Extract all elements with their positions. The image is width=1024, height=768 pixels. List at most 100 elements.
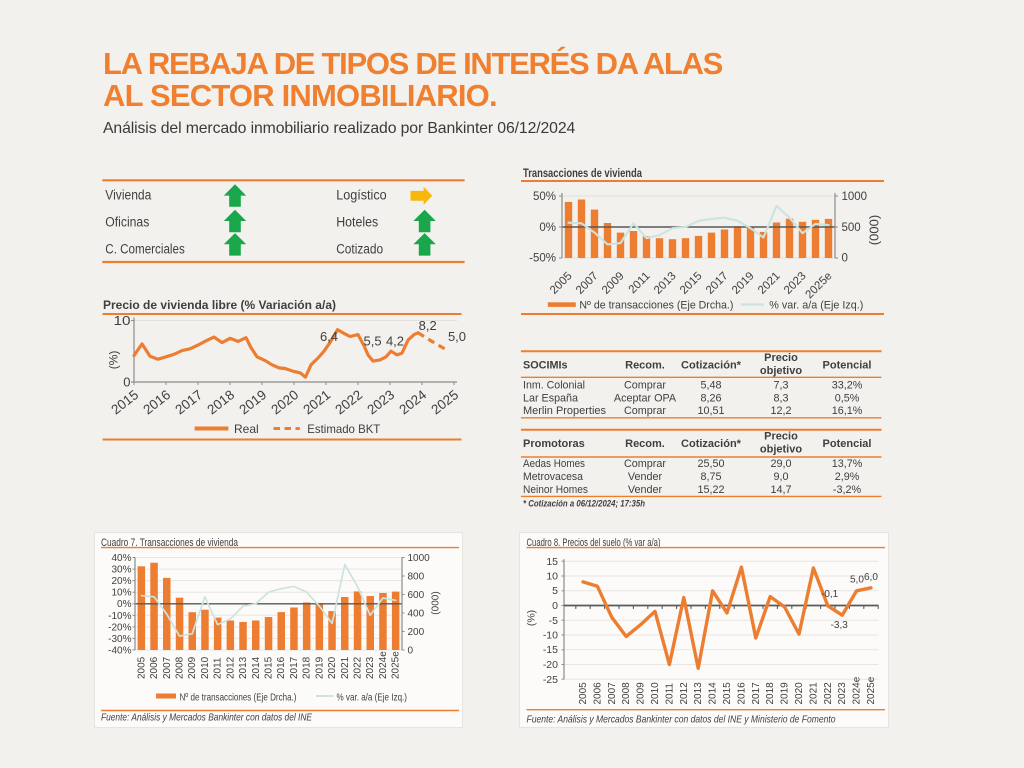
- svg-text:2019: 2019: [236, 387, 269, 417]
- svg-text:8,26: 8,26: [700, 392, 721, 404]
- svg-text:Potencial: Potencial: [823, 438, 872, 450]
- svg-text:Fuente: Análisis y Mercados Ba: Fuente: Análisis y Mercados Bankinter co…: [527, 714, 836, 726]
- svg-text:Merlin Properties: Merlin Properties: [523, 405, 607, 417]
- svg-text:2007: 2007: [162, 656, 173, 679]
- svg-text:2013: 2013: [238, 656, 249, 679]
- svg-text:12,2: 12,2: [770, 405, 791, 417]
- svg-text:* Cotización a 06/12/2024; 17:: * Cotización a 06/12/2024; 17:35h: [523, 499, 645, 510]
- svg-text:Transacciones de vivienda: Transacciones de vivienda: [523, 166, 642, 180]
- svg-text:30%: 30%: [111, 565, 131, 576]
- svg-text:9,0: 9,0: [773, 471, 788, 483]
- svg-text:10,51: 10,51: [697, 405, 724, 417]
- svg-text:Cuadro 7. Transacciones de viv: Cuadro 7. Transacciones de vivienda: [101, 537, 239, 549]
- svg-text:Aceptar OPA: Aceptar OPA: [614, 392, 677, 404]
- svg-text:-10: -10: [543, 630, 558, 642]
- svg-text:4,2: 4,2: [386, 334, 404, 349]
- svg-text:20%: 20%: [111, 576, 131, 587]
- svg-text:Cotización*: Cotización*: [681, 360, 742, 372]
- svg-text:2008: 2008: [621, 682, 632, 705]
- svg-text:600: 600: [408, 590, 425, 601]
- svg-text:-20: -20: [543, 659, 558, 671]
- svg-text:Precio: Precio: [764, 431, 798, 443]
- svg-text:Metrovacesa: Metrovacesa: [523, 471, 583, 483]
- svg-text:-15: -15: [543, 644, 558, 656]
- svg-text:Real: Real: [234, 422, 259, 436]
- svg-text:(000): (000): [867, 215, 882, 245]
- svg-text:-3,3: -3,3: [831, 620, 849, 631]
- svg-text:2022: 2022: [823, 682, 834, 705]
- svg-text:1000: 1000: [842, 191, 868, 203]
- svg-text:2010: 2010: [650, 682, 661, 705]
- svg-text:Inm. Colonial: Inm. Colonial: [523, 379, 585, 391]
- svg-text:40%: 40%: [111, 553, 131, 564]
- svg-text:Nº de transacciones (Eje Drcha: Nº de transacciones (Eje Drcha.): [180, 693, 297, 704]
- svg-text:Cotizado: Cotizado: [336, 242, 383, 257]
- svg-text:Cuadro 8. Precios del suelo (%: Cuadro 8. Precios del suelo (% var a/a): [527, 537, 661, 549]
- svg-text:5: 5: [552, 585, 558, 597]
- svg-text:2014: 2014: [251, 656, 262, 679]
- svg-text:objetivo: objetivo: [760, 365, 802, 377]
- svg-text:2025e: 2025e: [804, 270, 835, 301]
- svg-text:2017: 2017: [172, 387, 205, 417]
- svg-text:(%): (%): [526, 610, 538, 626]
- svg-text:2017: 2017: [289, 656, 300, 679]
- svg-text:2024e: 2024e: [378, 651, 389, 679]
- svg-text:objetivo: objetivo: [760, 444, 802, 456]
- svg-text:-10%: -10%: [108, 611, 131, 622]
- svg-text:2006: 2006: [592, 682, 603, 705]
- svg-text:2005: 2005: [548, 270, 575, 297]
- svg-text:50%: 50%: [533, 191, 556, 203]
- svg-text:2007: 2007: [607, 682, 618, 705]
- svg-text:-0,1: -0,1: [821, 589, 839, 600]
- svg-text:Vivienda: Vivienda: [105, 187, 151, 202]
- svg-text:% var. a/a (Eje Izq.): % var. a/a (Eje Izq.): [337, 693, 408, 704]
- svg-text:2015: 2015: [722, 682, 733, 705]
- svg-text:500: 500: [842, 222, 861, 234]
- svg-text:10: 10: [546, 571, 558, 583]
- svg-text:8,3: 8,3: [773, 392, 788, 404]
- svg-text:Precio de vivienda libre (% Va: Precio de vivienda libre (% Variación a/…: [103, 298, 336, 312]
- svg-text:2020: 2020: [327, 656, 338, 679]
- svg-text:5,0: 5,0: [448, 329, 466, 344]
- svg-text:2021: 2021: [340, 656, 351, 679]
- svg-text:-40%: -40%: [108, 646, 131, 657]
- svg-text:2015: 2015: [108, 387, 141, 417]
- svg-text:-25: -25: [543, 674, 558, 686]
- svg-text:2009: 2009: [636, 682, 647, 705]
- svg-text:Promotoras: Promotoras: [523, 438, 585, 450]
- svg-text:2019: 2019: [780, 682, 791, 705]
- svg-text:2021: 2021: [300, 387, 333, 417]
- svg-text:2008: 2008: [175, 656, 186, 679]
- svg-text:33,2%: 33,2%: [832, 379, 863, 391]
- svg-text:Comprar: Comprar: [624, 405, 666, 417]
- svg-text:2025e: 2025e: [866, 676, 877, 704]
- svg-text:Vender: Vender: [628, 471, 663, 483]
- svg-text:5,5: 5,5: [364, 334, 382, 349]
- svg-text:2022: 2022: [353, 656, 364, 679]
- svg-text:2011: 2011: [664, 683, 675, 705]
- svg-text:2005: 2005: [136, 656, 147, 679]
- svg-text:% var. a/a (Eje Izq.): % var. a/a (Eje Izq.): [769, 300, 863, 312]
- svg-text:2018: 2018: [204, 387, 237, 417]
- svg-text:Aedas Homes: Aedas Homes: [523, 458, 586, 470]
- svg-text:2014: 2014: [708, 682, 719, 705]
- svg-text:Fuente: Análisis y Mercados Ba: Fuente: Análisis y Mercados Bankinter co…: [101, 712, 313, 724]
- svg-text:6,0: 6,0: [864, 572, 878, 583]
- svg-text:Logístico: Logístico: [336, 187, 387, 202]
- svg-text:2025e: 2025e: [391, 651, 402, 679]
- svg-text:2023: 2023: [837, 682, 848, 705]
- svg-text:7,3: 7,3: [773, 379, 788, 391]
- svg-text:2006: 2006: [149, 656, 160, 679]
- svg-text:Nº de transacciones (Eje Drcha: Nº de transacciones (Eje Drcha.): [579, 300, 733, 312]
- svg-text:-30%: -30%: [108, 634, 131, 645]
- svg-text:0: 0: [842, 253, 848, 265]
- svg-text:2019: 2019: [314, 656, 325, 679]
- svg-text:(%): (%): [107, 351, 121, 370]
- svg-text:2023: 2023: [365, 656, 376, 679]
- svg-text:2017: 2017: [751, 682, 762, 705]
- svg-text:C. Comerciales: C. Comerciales: [105, 242, 185, 257]
- svg-text:Comprar: Comprar: [624, 379, 666, 391]
- svg-text:Recom.: Recom.: [625, 360, 665, 372]
- svg-text:25,50: 25,50: [697, 458, 724, 470]
- svg-text:29,0: 29,0: [770, 458, 791, 470]
